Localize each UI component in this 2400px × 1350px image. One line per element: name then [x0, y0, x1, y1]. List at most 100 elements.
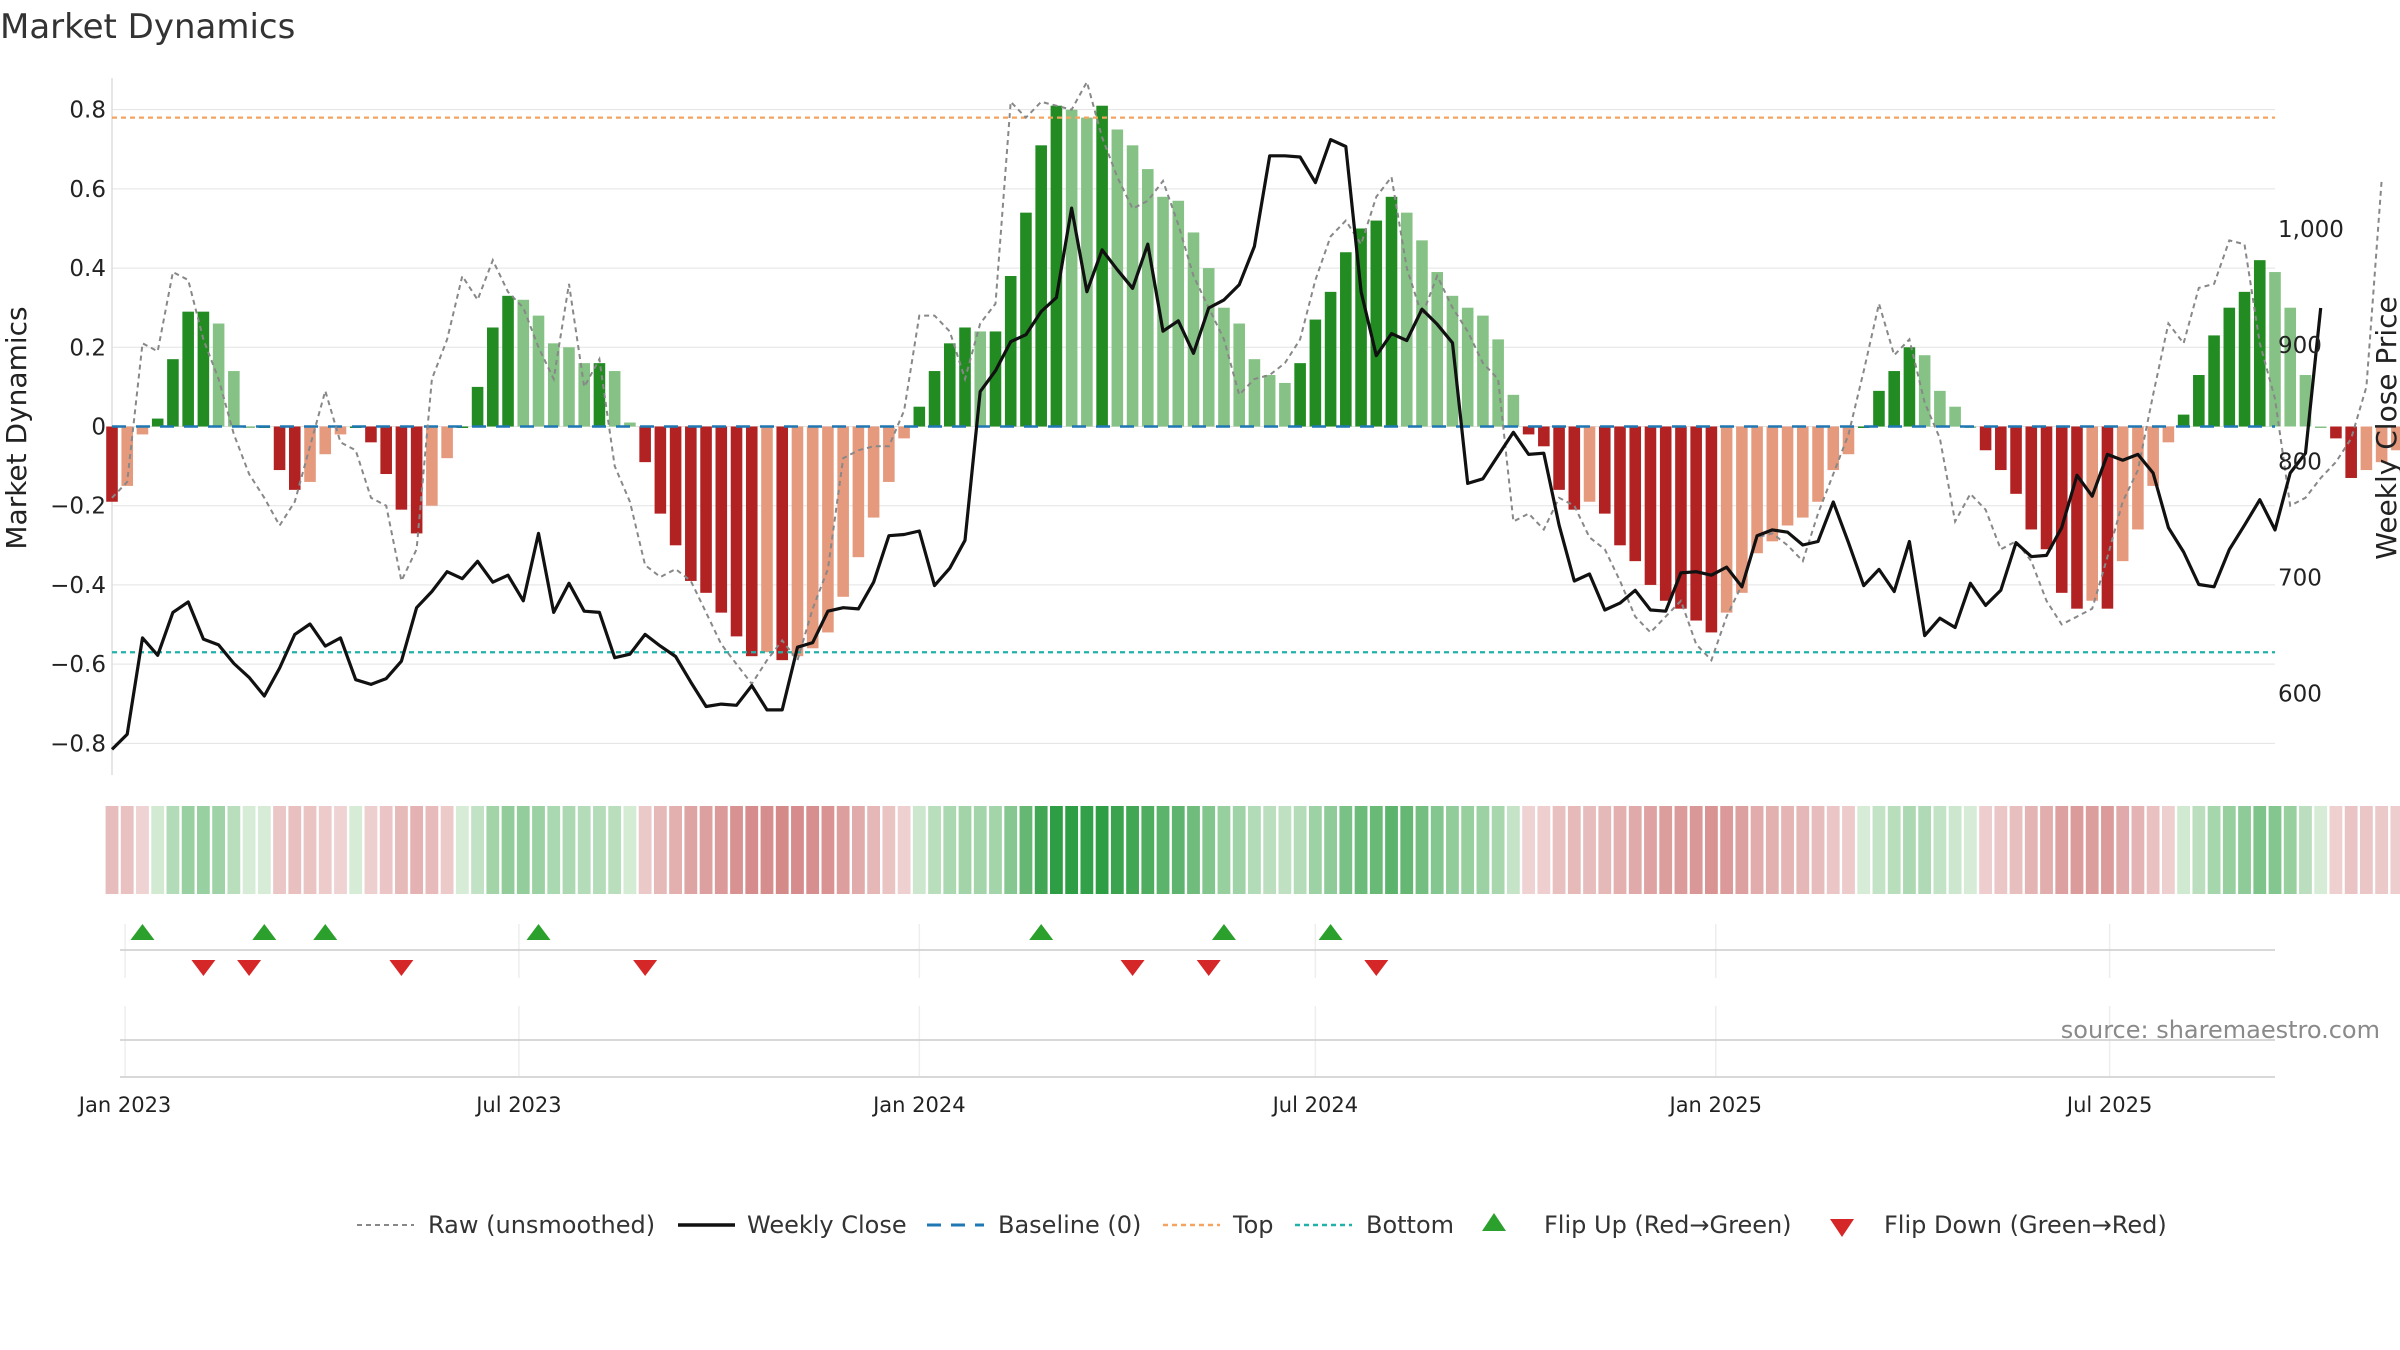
heat-cell [1765, 806, 1779, 894]
momentum-bar [1309, 319, 1322, 427]
heat-cell [273, 806, 286, 894]
momentum-bar [639, 426, 651, 463]
momentum-bar [2177, 414, 2190, 427]
flip-down-marker [389, 960, 414, 976]
legend-baseline-label: Baseline (0) [998, 1211, 1141, 1239]
right-tick-label: 900 [2278, 333, 2322, 359]
momentum-bar [1370, 220, 1383, 427]
heat-cell [516, 806, 530, 894]
momentum-bar [822, 426, 834, 633]
weekly-close-line [110, 138, 2323, 751]
right-y-ticks: 600 700 800 900 1,000 [2278, 217, 2344, 708]
heat-cell [1552, 806, 1566, 894]
heat-cell [1522, 806, 1536, 894]
momentum-bar [1827, 426, 1840, 471]
flip-up-marker [130, 924, 155, 940]
momentum-bar [1979, 426, 1992, 451]
flip-up-marker [313, 924, 338, 940]
momentum-bar [273, 426, 286, 471]
chart-title: Market Dynamics [0, 7, 295, 47]
momentum-bar [1553, 426, 1565, 490]
momentum-bar [1903, 347, 1916, 427]
heat-cell [2085, 806, 2099, 894]
momentum-bar [1172, 200, 1185, 427]
momentum-bar [685, 426, 697, 581]
heat-cell [928, 806, 941, 894]
heat-cell [2177, 806, 2191, 894]
momentum-bar [410, 426, 423, 534]
heat-cell [1842, 806, 1855, 894]
momentum-bar [2025, 426, 2038, 530]
momentum-bar [182, 311, 194, 427]
heat-cell [1979, 806, 1992, 894]
momentum-bar [1431, 272, 1444, 427]
heat-cell [1385, 806, 1398, 894]
momentum-bar [1324, 291, 1337, 427]
momentum-bar [578, 363, 590, 427]
heat-cell [455, 806, 469, 894]
heat-cell [1826, 806, 1840, 894]
flip-up-marker [1029, 924, 1054, 940]
x-tick-label: Jan 2023 [77, 1093, 172, 1117]
momentum-bar [2269, 272, 2281, 427]
heat-cell [1019, 806, 1033, 894]
heat-cell [1476, 806, 1490, 894]
heat-cell [638, 806, 652, 894]
momentum-bar [1690, 426, 1702, 621]
x-tick-label: Jul 2023 [474, 1093, 561, 1117]
heat-cell [1461, 806, 1475, 894]
heat-cell [1263, 806, 1277, 894]
momentum-bar [1598, 426, 1611, 514]
heat-cell [1430, 806, 1444, 894]
heat-cell [1537, 806, 1551, 894]
momentum-bar [1751, 426, 1763, 554]
momentum-bar [441, 426, 453, 459]
momentum-bar [1888, 371, 1900, 427]
heat-cell [2161, 806, 2175, 894]
heat-cell [1567, 806, 1581, 894]
heat-cell [440, 806, 454, 894]
heat-cell [684, 806, 698, 894]
momentum-bar [2208, 335, 2220, 427]
momentum-bar [1705, 426, 1718, 633]
heat-cell [1415, 806, 1429, 894]
momentum-bar [1355, 228, 1367, 427]
momentum-bar [761, 426, 773, 653]
heat-cell [2283, 806, 2297, 894]
momentum-bar [2391, 426, 2400, 451]
momentum-bar [1857, 426, 1870, 428]
momentum-bar [380, 426, 392, 475]
momentum-bar [989, 331, 1002, 427]
flip-up-marker [1211, 924, 1236, 940]
momentum-bar [1659, 426, 1672, 601]
momentum-bar [2040, 426, 2053, 550]
momentum-bar [745, 426, 758, 657]
heat-cell [1232, 806, 1246, 894]
momentum-bar [319, 426, 332, 455]
momentum-bar [1995, 426, 2007, 471]
x-axis-ticks: Jan 2023 Jul 2023 Jan 2024 Jul 2024 Jan 2025… [77, 1076, 2275, 1117]
flip-down-marker [633, 960, 658, 976]
heat-cell [1506, 806, 1520, 894]
legend-flip-up-marker [1482, 1213, 1506, 1231]
momentum-bar [2010, 426, 2022, 494]
heat-cell [2070, 806, 2084, 894]
heat-cell [1217, 806, 1231, 894]
heat-cell [730, 806, 743, 894]
heat-cell [181, 806, 195, 894]
momentum-bar [334, 426, 347, 435]
heat-cell [714, 806, 728, 894]
legend-flip-up-label: Flip Up (Red→Green) [1544, 1211, 1792, 1239]
heat-cell [2040, 806, 2053, 894]
left-axis-label: Market Dynamics [0, 306, 33, 549]
heat-cell [882, 806, 896, 894]
momentum-bar [212, 323, 225, 427]
heat-cell [2192, 806, 2206, 894]
right-tick-label: 800 [2278, 449, 2322, 475]
momentum-bar [1248, 359, 1261, 427]
momentum-bar [624, 422, 636, 427]
heat-cell [1004, 806, 1018, 894]
heat-cell [227, 806, 241, 894]
momentum-bar [2238, 291, 2251, 427]
